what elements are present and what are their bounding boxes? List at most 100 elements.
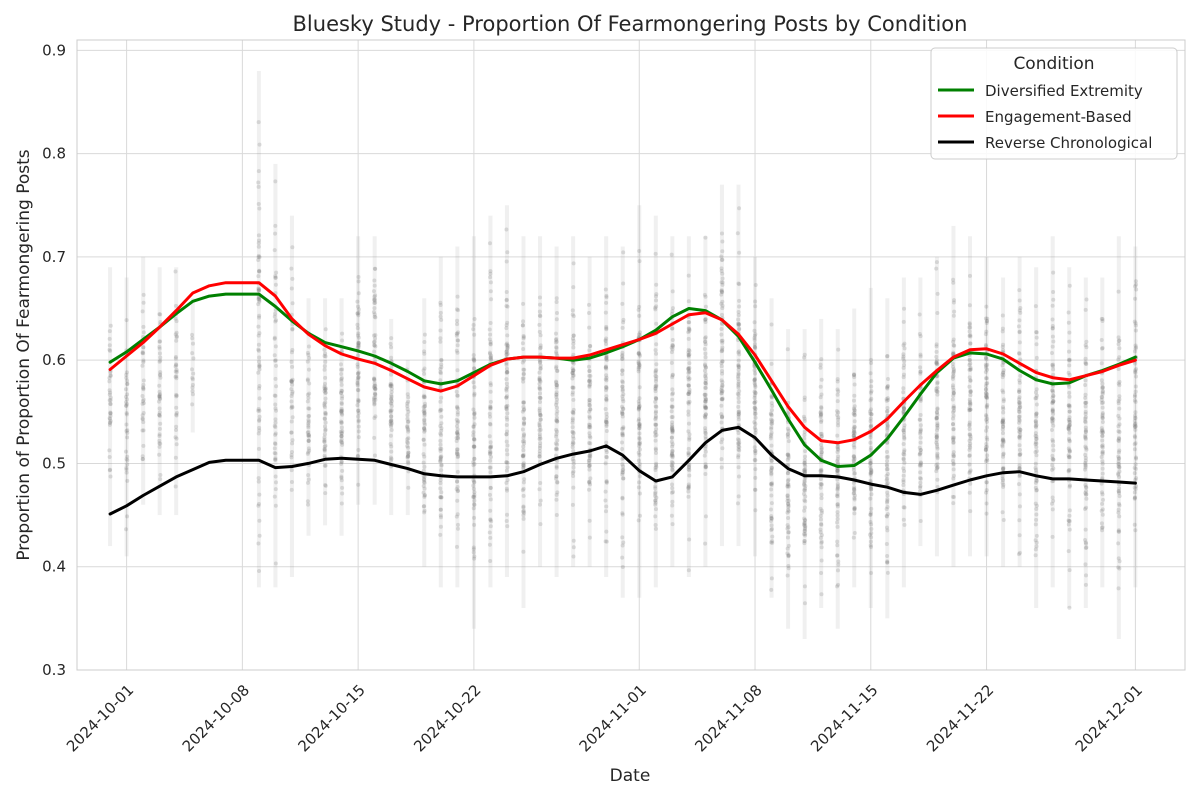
scatter-point: [985, 362, 990, 367]
scatter-point: [636, 407, 641, 412]
scatter-point: [1116, 413, 1121, 418]
scatter-point: [588, 476, 593, 481]
scatter-point: [703, 472, 708, 477]
scatter-point: [918, 369, 923, 374]
scatter-point: [984, 419, 989, 424]
scatter-point: [422, 464, 427, 469]
scatter-point: [852, 372, 857, 377]
scatter-point: [174, 392, 179, 397]
scatter-point: [455, 368, 460, 373]
scatter-point: [902, 363, 907, 368]
scatter-point: [1117, 406, 1122, 411]
scatter-point: [340, 331, 345, 336]
scatter-point: [604, 327, 609, 332]
scatter-point: [918, 462, 923, 467]
scatter-point: [505, 465, 510, 470]
scatter-point: [703, 414, 708, 419]
scatter-point: [190, 332, 195, 337]
scatter-point: [620, 564, 625, 569]
scatter-point: [686, 391, 691, 396]
scatter-point: [323, 386, 328, 391]
scatter-point: [471, 353, 476, 358]
scatter-point: [439, 495, 444, 500]
scatter-point: [1083, 415, 1088, 420]
scatter-point: [124, 402, 129, 407]
scatter-point: [504, 362, 509, 367]
scatter-point: [654, 321, 659, 326]
scatter-point: [108, 373, 113, 378]
scatter-point: [356, 275, 361, 280]
scatter-point: [686, 375, 691, 380]
scatter-point: [322, 416, 327, 421]
scatter-point: [917, 312, 922, 317]
scatter-point: [884, 473, 889, 478]
scatter-point: [488, 517, 493, 522]
scatter-point: [438, 495, 443, 500]
scatter-point: [554, 427, 559, 432]
scatter-point: [1067, 330, 1072, 335]
scatter-point: [471, 545, 476, 550]
scatter-point: [952, 343, 957, 348]
scatter-point: [323, 424, 328, 429]
scatter-point: [438, 481, 443, 486]
scatter-point: [901, 410, 906, 415]
scatter-point: [273, 344, 278, 349]
scatter-point: [471, 506, 476, 511]
scatter-point: [456, 436, 461, 441]
scatter-point: [256, 302, 261, 307]
scatter-point: [670, 392, 675, 397]
scatter-point: [703, 514, 708, 519]
scatter-point: [554, 339, 559, 344]
scatter-point: [902, 449, 907, 454]
scatter-point: [487, 327, 492, 332]
scatter-point: [272, 441, 277, 446]
scatter-point: [951, 473, 956, 478]
scatter-point: [621, 426, 626, 431]
scatter-point: [422, 486, 427, 491]
scatter-point: [107, 417, 112, 422]
scatter-point: [1017, 380, 1022, 385]
scatter-point: [736, 441, 741, 446]
scatter-point: [1100, 528, 1105, 533]
scatter-point: [571, 469, 576, 474]
scatter-point: [439, 468, 444, 473]
scatter-point: [588, 425, 593, 430]
scatter-point: [1066, 437, 1071, 442]
scatter-point: [256, 180, 261, 185]
scatter-point: [1117, 465, 1122, 470]
scatter-point: [1034, 445, 1039, 450]
scatter-column-2024-11-06: [719, 184, 725, 547]
scatter-point: [868, 532, 873, 537]
scatter-point: [124, 370, 129, 375]
scatter-point: [587, 422, 592, 427]
scatter-point: [1049, 350, 1054, 355]
scatter-point: [985, 416, 990, 421]
scatter-point: [918, 470, 923, 475]
scatter-point: [851, 430, 856, 435]
scatter-point: [587, 467, 592, 472]
scatter-point: [637, 452, 642, 457]
scatter-point: [108, 323, 113, 328]
scatter-point: [554, 415, 559, 420]
scatter-column-2024-10-03: [156, 267, 163, 516]
scatter-point: [472, 412, 477, 417]
scatter-point: [1034, 330, 1039, 335]
scatter-point: [1017, 418, 1022, 423]
scatter-point: [670, 426, 675, 431]
scatter-point: [488, 342, 493, 347]
scatter-point: [736, 376, 741, 381]
scatter-point: [951, 364, 956, 369]
scatter-point: [703, 320, 708, 325]
scatter-point: [737, 448, 742, 453]
scatter-point: [521, 400, 526, 405]
scatter-point: [107, 388, 112, 393]
scatter-point: [1050, 303, 1055, 308]
scatter-point: [355, 345, 360, 350]
scatter-point: [786, 452, 791, 457]
scatter-point: [604, 504, 609, 509]
scatter-point: [885, 354, 890, 359]
scatter-point: [703, 399, 708, 404]
scatter-point: [885, 396, 890, 401]
scatter-point: [372, 381, 377, 386]
scatter-point: [505, 344, 510, 349]
